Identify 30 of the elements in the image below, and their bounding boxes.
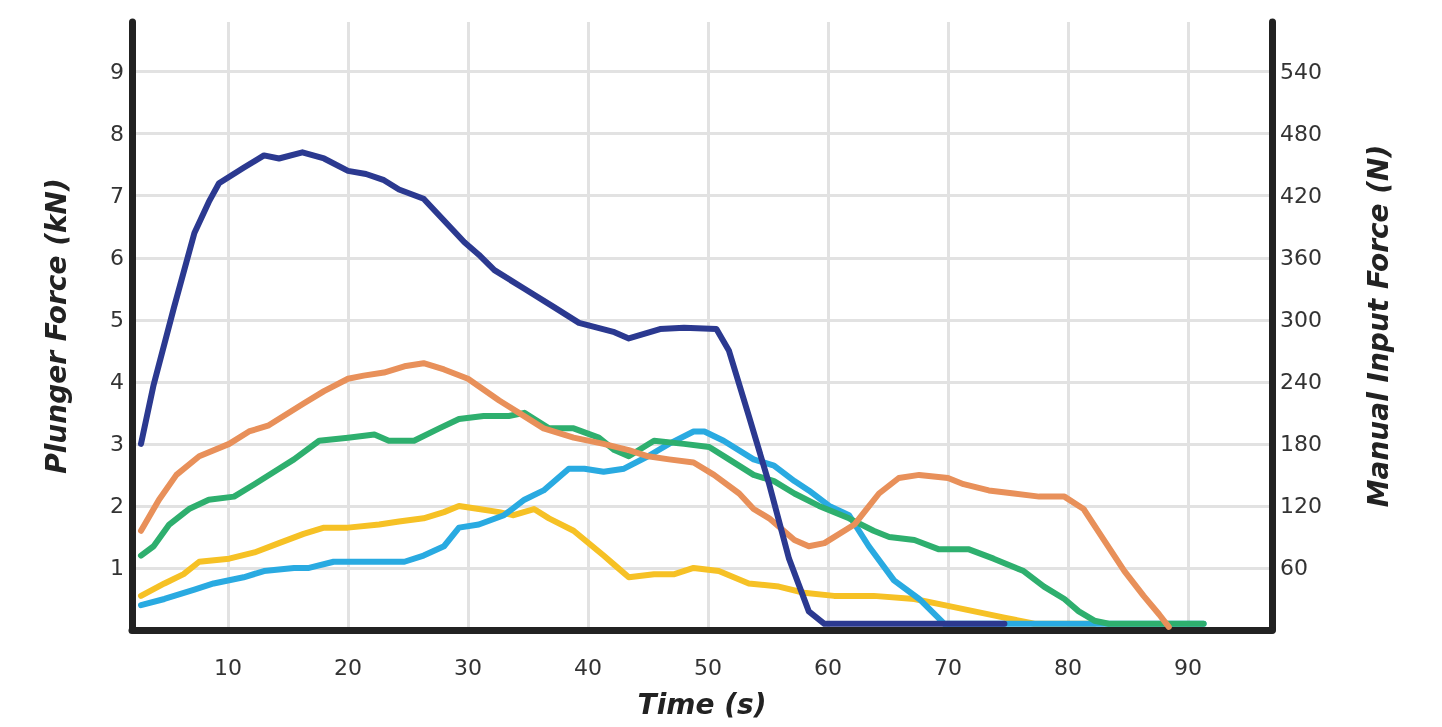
y-tick-label: 5 xyxy=(110,307,124,333)
y2-tick-label: 60 xyxy=(1280,555,1308,581)
x-tick-label: 90 xyxy=(1174,654,1202,680)
y-tick-label: 7 xyxy=(110,183,124,209)
y2-tick-label: 120 xyxy=(1280,493,1322,519)
y-tick-label: 8 xyxy=(110,121,124,147)
y2-tick-label: 180 xyxy=(1280,431,1322,457)
x-tick-label: 20 xyxy=(334,654,362,680)
y-tick-label: 9 xyxy=(110,59,124,85)
x-axis-title: Time (s) xyxy=(637,687,767,721)
y2-tick-label: 480 xyxy=(1280,121,1322,147)
x-tick-label: 30 xyxy=(454,654,482,680)
y-axis-title: Plunger Force (kN) xyxy=(39,178,73,474)
y2-tick-label: 300 xyxy=(1280,307,1322,333)
x-tick-label: 40 xyxy=(574,654,602,680)
y2-tick-label: 240 xyxy=(1280,369,1322,395)
y-tick-label: 2 xyxy=(110,493,124,519)
y-tick-label: 4 xyxy=(110,369,124,395)
y2-tick-label: 360 xyxy=(1280,245,1322,271)
x-tick-label: 70 xyxy=(934,654,962,680)
x-tick-label: 80 xyxy=(1054,654,1082,680)
y-tick-label: 3 xyxy=(110,431,124,457)
y2-axis-title: Manual Input Force (N) xyxy=(1361,144,1395,508)
y2-tick-label: 420 xyxy=(1280,183,1322,209)
y-tick-label: 1 xyxy=(110,555,124,581)
x-tick-label: 50 xyxy=(694,654,722,680)
y2-tick-label: 540 xyxy=(1280,59,1322,85)
x-tick-label: 10 xyxy=(214,654,242,680)
x-tick-label: 60 xyxy=(814,654,842,680)
y-tick-label: 6 xyxy=(110,245,124,271)
